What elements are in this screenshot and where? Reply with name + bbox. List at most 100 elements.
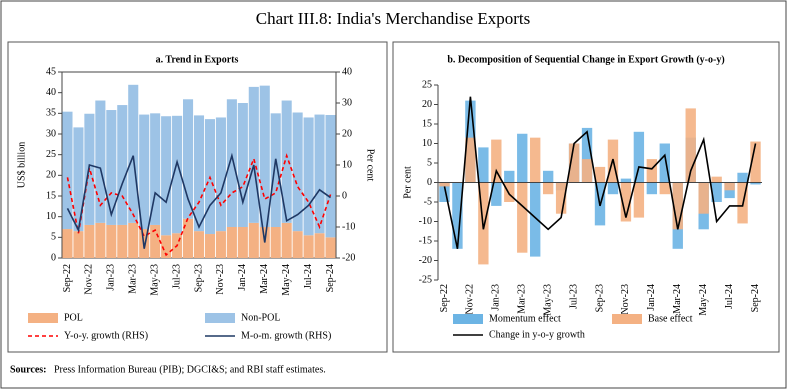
x-tick-label: Jan-24: [646, 284, 657, 311]
bar: [659, 143, 670, 183]
x-tick-label: Sep-24: [750, 284, 761, 312]
bar: [594, 166, 606, 183]
y-tick-label: -10: [419, 216, 432, 227]
y2-tick-label: 40: [342, 66, 352, 77]
bar: [270, 113, 281, 227]
x-tick-label: Mar-24: [672, 284, 683, 314]
bar: [95, 100, 106, 223]
legend-swatch: [205, 313, 235, 323]
y-tick-label: 45: [46, 66, 56, 77]
bar: [226, 227, 237, 258]
y-tick-label: 40: [46, 87, 56, 98]
bar: [226, 99, 237, 227]
y2-tick-label: 20: [342, 128, 352, 139]
bar: [281, 222, 292, 258]
bar: [672, 182, 683, 230]
bar: [530, 137, 541, 183]
legend-label: Non-POL: [241, 312, 280, 323]
bar: [750, 141, 761, 183]
bar: [117, 105, 128, 225]
y-tick-label: 15: [422, 118, 432, 129]
x-tick-label: Sep-22: [62, 264, 73, 292]
bar: [685, 108, 696, 183]
bar: [139, 114, 150, 230]
bar: [303, 235, 314, 258]
bar: [182, 218, 194, 258]
bar: [581, 127, 593, 183]
bar: [620, 178, 632, 183]
x-tick-label: May-24: [698, 284, 709, 316]
bar: [517, 182, 528, 253]
bar: [439, 182, 450, 187]
bar: [452, 182, 463, 249]
line-series: [66, 152, 331, 249]
y-tick-label: 30: [46, 128, 56, 139]
y2-tick-label: 30: [342, 97, 352, 108]
y-tick-label: 0: [51, 252, 56, 263]
x-tick-label: Sep-24: [325, 264, 336, 292]
bar: [659, 182, 670, 195]
bar: [128, 222, 139, 258]
x-tick-label: Nov-22: [465, 284, 476, 315]
y-axis-label: Per cent: [402, 166, 413, 199]
legend-swatch: [612, 314, 642, 324]
bar: [465, 137, 476, 183]
x-tick-label: Mar-23: [128, 264, 139, 294]
panel-border: [7, 41, 388, 353]
bar: [117, 224, 128, 258]
bar: [73, 127, 84, 232]
bar: [646, 159, 658, 183]
bar: [711, 182, 722, 202]
bar: [182, 99, 194, 219]
legend-swatch: [453, 314, 483, 324]
panel-border: [392, 41, 780, 353]
x-tick-label: Nov-23: [620, 284, 631, 315]
bar: [281, 100, 292, 223]
bar: [439, 182, 450, 202]
y-axis-label: US$ billion: [16, 142, 27, 188]
y-tick-label: 10: [46, 211, 56, 222]
x-tick-label: Mar-24: [259, 264, 270, 294]
x-tick-label: Jul-23: [568, 284, 579, 309]
legend-label: POL: [64, 312, 83, 323]
bar: [204, 234, 216, 258]
bar: [106, 224, 117, 258]
bar: [517, 133, 528, 183]
bar: [530, 182, 541, 257]
legend-label: Momentum effect: [489, 313, 561, 324]
y2-tick-label: -20: [342, 252, 355, 263]
bar: [150, 224, 161, 258]
x-tick-label: May-23: [542, 284, 553, 316]
y-tick-label: 35: [46, 108, 56, 119]
bar: [150, 113, 161, 225]
bar: [750, 182, 761, 185]
bar: [161, 235, 172, 258]
y2-axis-label: Per cent: [365, 149, 376, 182]
bar: [270, 227, 281, 258]
y-tick-label: 20: [422, 99, 432, 110]
x-tick-label: Mar-23: [517, 284, 528, 314]
y-tick-label: -25: [419, 274, 432, 285]
bar: [314, 233, 325, 258]
bar: [504, 182, 515, 202]
legend-label: Y-o-y. growth (RHS): [64, 330, 148, 341]
x-tick-label: Sep-23: [594, 284, 605, 312]
bar: [633, 182, 645, 218]
bar: [292, 231, 303, 258]
bar: [325, 237, 336, 258]
bar: [95, 222, 106, 258]
bar: [633, 131, 645, 183]
x-tick-label: Sep-22: [439, 284, 450, 312]
page-title: Chart III.8: India's Merchandise Exports: [256, 9, 531, 28]
x-tick-label: Sep-23: [193, 264, 204, 292]
y-tick-label: 15: [46, 190, 56, 201]
y-tick-label: 20: [46, 170, 56, 181]
y-tick-label: 0: [427, 177, 432, 188]
bar: [292, 112, 303, 232]
line-series: [66, 153, 332, 257]
source-label: Sources:: [10, 364, 46, 375]
bar: [193, 231, 205, 258]
bar: [106, 110, 117, 225]
x-tick-label: Jul-24: [724, 284, 735, 309]
